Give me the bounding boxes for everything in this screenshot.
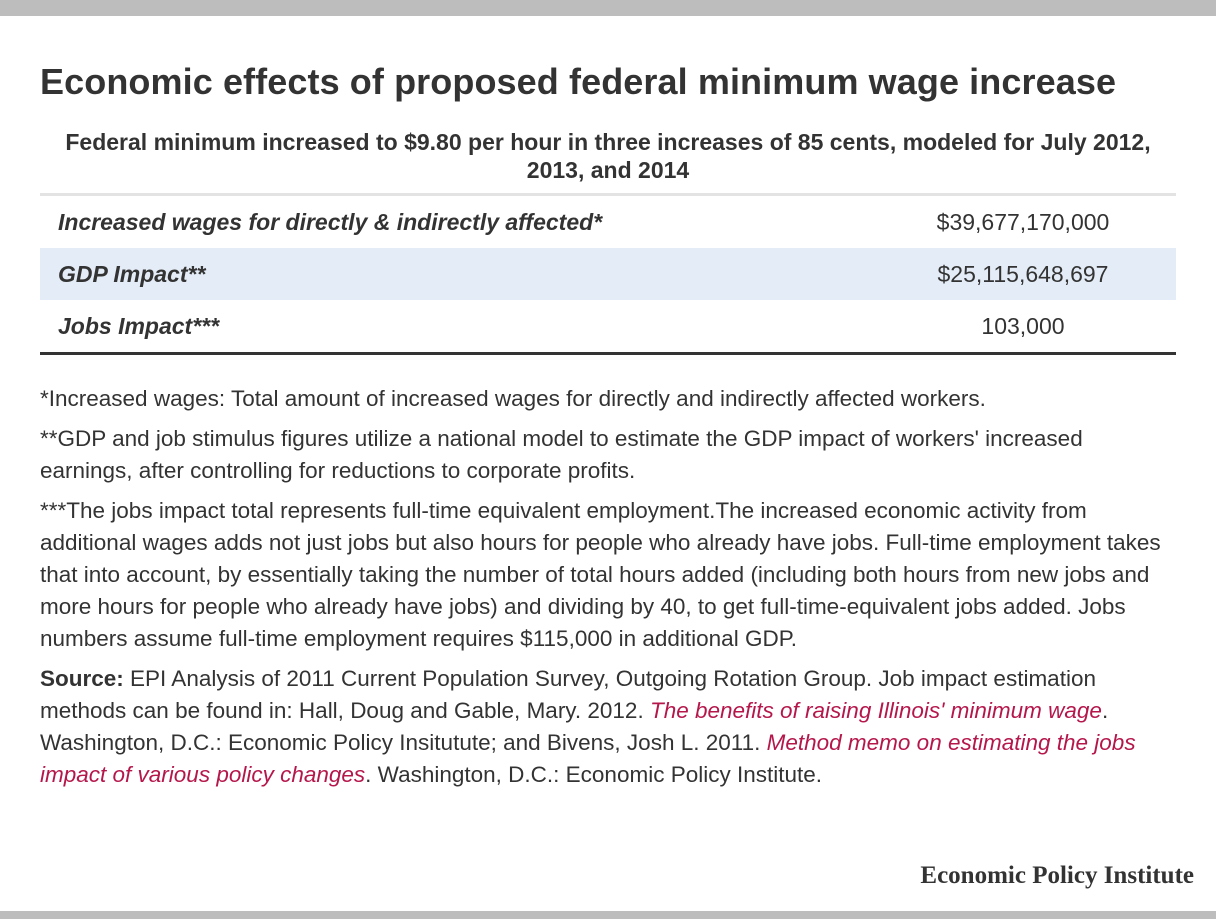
table-row: Increased wages for directly & indirectl… — [40, 196, 1176, 248]
table-row: Jobs Impact*** 103,000 — [40, 300, 1176, 352]
source-note: Source: EPI Analysis of 2011 Current Pop… — [40, 663, 1176, 791]
source-text: . Washington, D.C.: Economic Policy Insi… — [40, 698, 1109, 755]
bottom-frame-bar — [0, 911, 1216, 919]
data-table: Increased wages for directly & indirectl… — [40, 193, 1176, 355]
epi-logo: Economic Policy Institute — [920, 862, 1194, 889]
row-label: Jobs Impact*** — [58, 312, 220, 339]
row-value: $25,115,648,697 — [937, 260, 1109, 287]
page-title: Economic effects of proposed federal min… — [40, 61, 1117, 102]
row-value: $39,677,170,000 — [936, 208, 1110, 235]
footnote-gdp: **GDP and job stimulus figures utilize a… — [40, 426, 1083, 483]
table-subtitle: Federal minimum increased to $9.80 per h… — [65, 129, 1151, 183]
row-label: GDP Impact** — [58, 260, 206, 287]
footnote-jobs: ***The jobs impact total represents full… — [40, 498, 1161, 651]
source-link-illinois[interactable]: The benefits of raising Illinois' minimu… — [649, 698, 1102, 723]
source-link-method-memo[interactable]: Method memo on estimating the jobs impac… — [40, 730, 1136, 787]
row-value: 103,000 — [981, 312, 1065, 339]
source-label: Source: — [40, 666, 124, 691]
content: Economic effects of proposed federal min… — [40, 16, 1176, 799]
source-text: EPI Analysis of 2011 Current Population … — [40, 666, 1096, 723]
table-row: GDP Impact** $25,115,648,697 — [40, 248, 1176, 300]
footnotes: *Increased wages: Total amount of increa… — [40, 383, 1176, 791]
top-frame-bar — [0, 0, 1216, 16]
row-label: Increased wages for directly & indirectl… — [58, 208, 603, 235]
source-text: . Washington, D.C.: Economic Policy Inst… — [365, 762, 823, 787]
footnote-wages: *Increased wages: Total amount of increa… — [40, 386, 986, 411]
